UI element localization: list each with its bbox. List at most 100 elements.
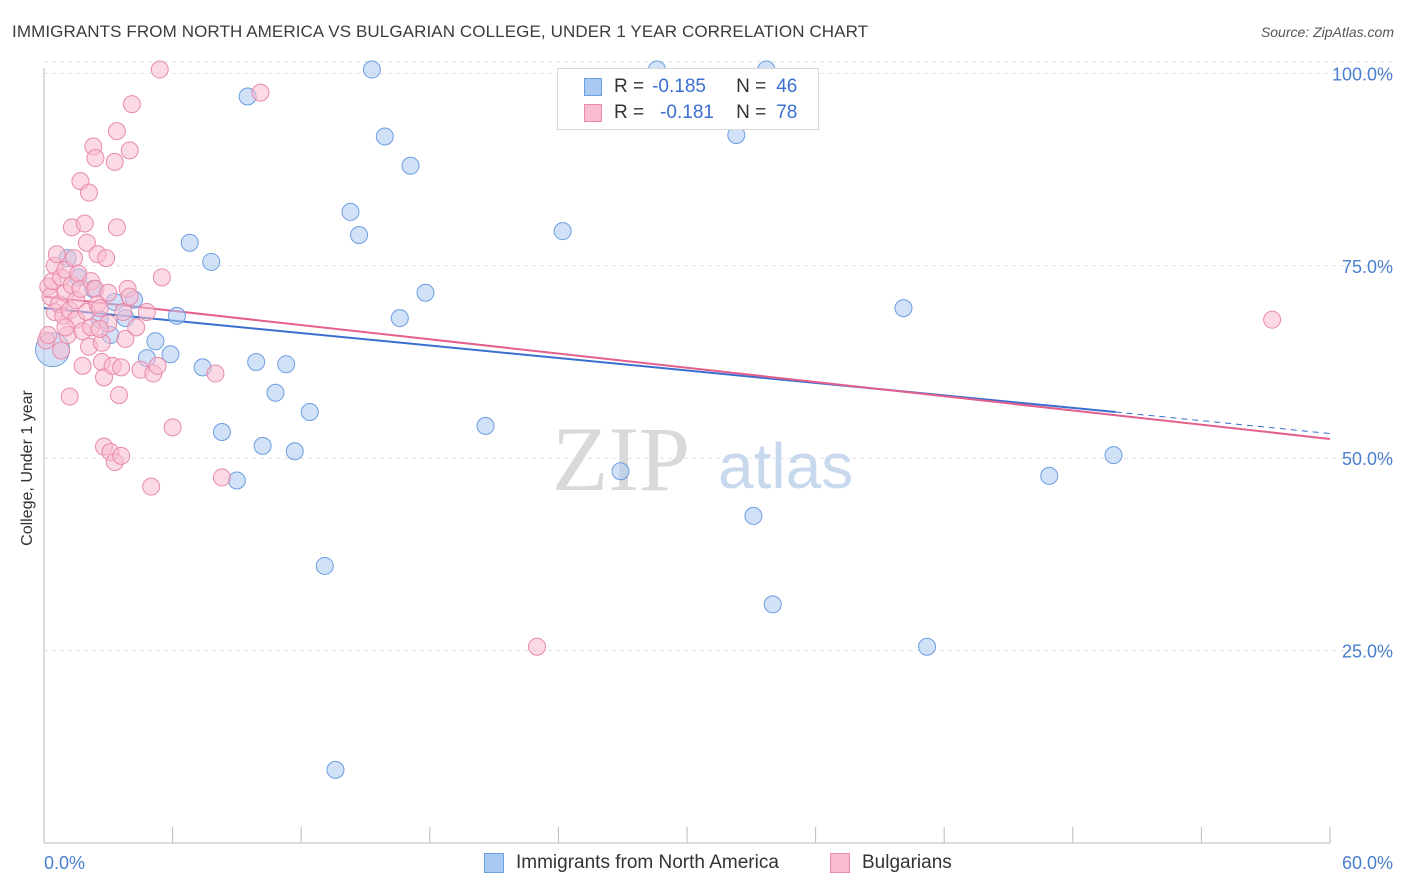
legend-swatch-bulgarians [584,104,602,122]
point-north-america [918,637,937,656]
bottom-legend: Immigrants from North America Bulgarians [0,852,1406,878]
point-north-america [894,299,913,318]
point-bulgarians [107,122,126,141]
point-bulgarians [527,637,546,656]
legend-n-value: 78 [776,102,798,123]
point-north-america [375,127,394,146]
point-bulgarians [52,341,71,360]
bottom-legend-item-north-america: Immigrants from North America [484,852,779,874]
trend-line-extension-0 [1115,411,1331,435]
y-tick-label: 50.0% [1342,449,1393,469]
point-north-america [1104,446,1123,465]
point-north-america [300,403,319,422]
point-bulgarians [112,358,131,377]
point-north-america [476,416,495,435]
point-bulgarians [122,95,141,114]
point-bulgarians [107,218,126,237]
point-bulgarians [47,245,66,264]
point-north-america [146,332,165,351]
legend-r-value: -0.181 [660,102,714,123]
point-north-america [285,442,304,461]
point-north-america [247,352,266,371]
x-tick-label-max: 60.0% [1342,853,1393,873]
point-bulgarians [90,299,109,318]
point-north-america [341,202,360,221]
legend-r-value: -0.185 [652,76,706,97]
point-north-america [390,309,409,328]
bottom-legend-label: Immigrants from North America [516,852,779,873]
legend-r-label: R = [614,102,645,123]
chart-title: IMMIGRANTS FROM NORTH AMERICA VS BULGARI… [12,22,869,41]
legend-n-label: N = [736,76,767,97]
bottom-legend-swatch-north-america [484,853,504,873]
y-tick-labels: 25.0% 50.0% 75.0% 100.0% [1332,64,1393,661]
point-bulgarians [75,214,94,233]
point-bulgarians [251,83,270,102]
legend-box: R = -0.185 N = 46 R = -0.181 N = 78 [557,68,819,130]
data-points [35,60,1282,779]
point-north-america [212,423,231,442]
point-north-america [350,226,369,245]
point-bulgarians [39,326,58,345]
point-bulgarians [120,141,139,160]
watermark-atlas: atlas [718,430,853,502]
point-bulgarians [86,149,105,168]
x-tick-label-min: 0.0% [44,853,85,873]
point-bulgarians [152,268,171,287]
point-north-america [161,345,180,364]
point-north-america [416,283,435,302]
point-bulgarians [206,364,225,383]
axes [43,68,1331,844]
point-bulgarians [212,468,231,487]
point-north-america [611,462,630,481]
point-bulgarians [105,152,124,171]
chart-source: Source: ZipAtlas.com [1260,24,1394,40]
point-north-america [266,383,285,402]
legend-r-label: R = [614,76,645,97]
point-north-america [253,436,272,455]
point-bulgarians [99,283,118,302]
point-bulgarians [80,183,99,202]
point-bulgarians [77,233,96,252]
point-bulgarians [142,477,161,496]
point-north-america [315,556,334,575]
point-north-america [202,252,221,271]
point-north-america [763,595,782,614]
point-north-america [1040,466,1059,485]
point-bulgarians [90,319,109,338]
point-bulgarians [137,302,156,321]
legend-n-value: 46 [776,76,798,97]
point-north-america [362,60,381,79]
point-north-america [326,760,345,779]
point-bulgarians [65,249,84,268]
point-bulgarians [112,446,131,465]
legend-row-north-america: R = -0.185 N = 46 [584,74,797,100]
watermark-zip: ZIP [552,408,690,510]
point-bulgarians [150,60,169,79]
bottom-legend-label: Bulgarians [862,852,952,873]
point-north-america [277,355,296,374]
point-north-america [167,306,186,325]
point-bulgarians [56,318,75,337]
point-bulgarians [163,418,182,437]
grid-lines [44,61,1393,652]
point-bulgarians [127,318,146,337]
point-north-america [401,156,420,175]
y-tick-label: 75.0% [1342,257,1393,277]
y-tick-label: 25.0% [1342,642,1393,662]
point-bulgarians [116,329,135,348]
point-bulgarians [1263,310,1282,329]
y-tick-label: 100.0% [1332,64,1393,84]
point-bulgarians [148,356,167,375]
point-north-america [180,233,199,252]
legend-swatch-north-america [584,78,602,96]
point-north-america [553,222,572,241]
trend-line-1 [43,295,1331,440]
point-bulgarians [97,249,116,268]
point-bulgarians [60,387,79,406]
point-bulgarians [114,302,133,321]
bottom-legend-item-bulgarians: Bulgarians [830,852,952,874]
point-north-america [227,471,246,490]
point-bulgarians [110,386,129,405]
